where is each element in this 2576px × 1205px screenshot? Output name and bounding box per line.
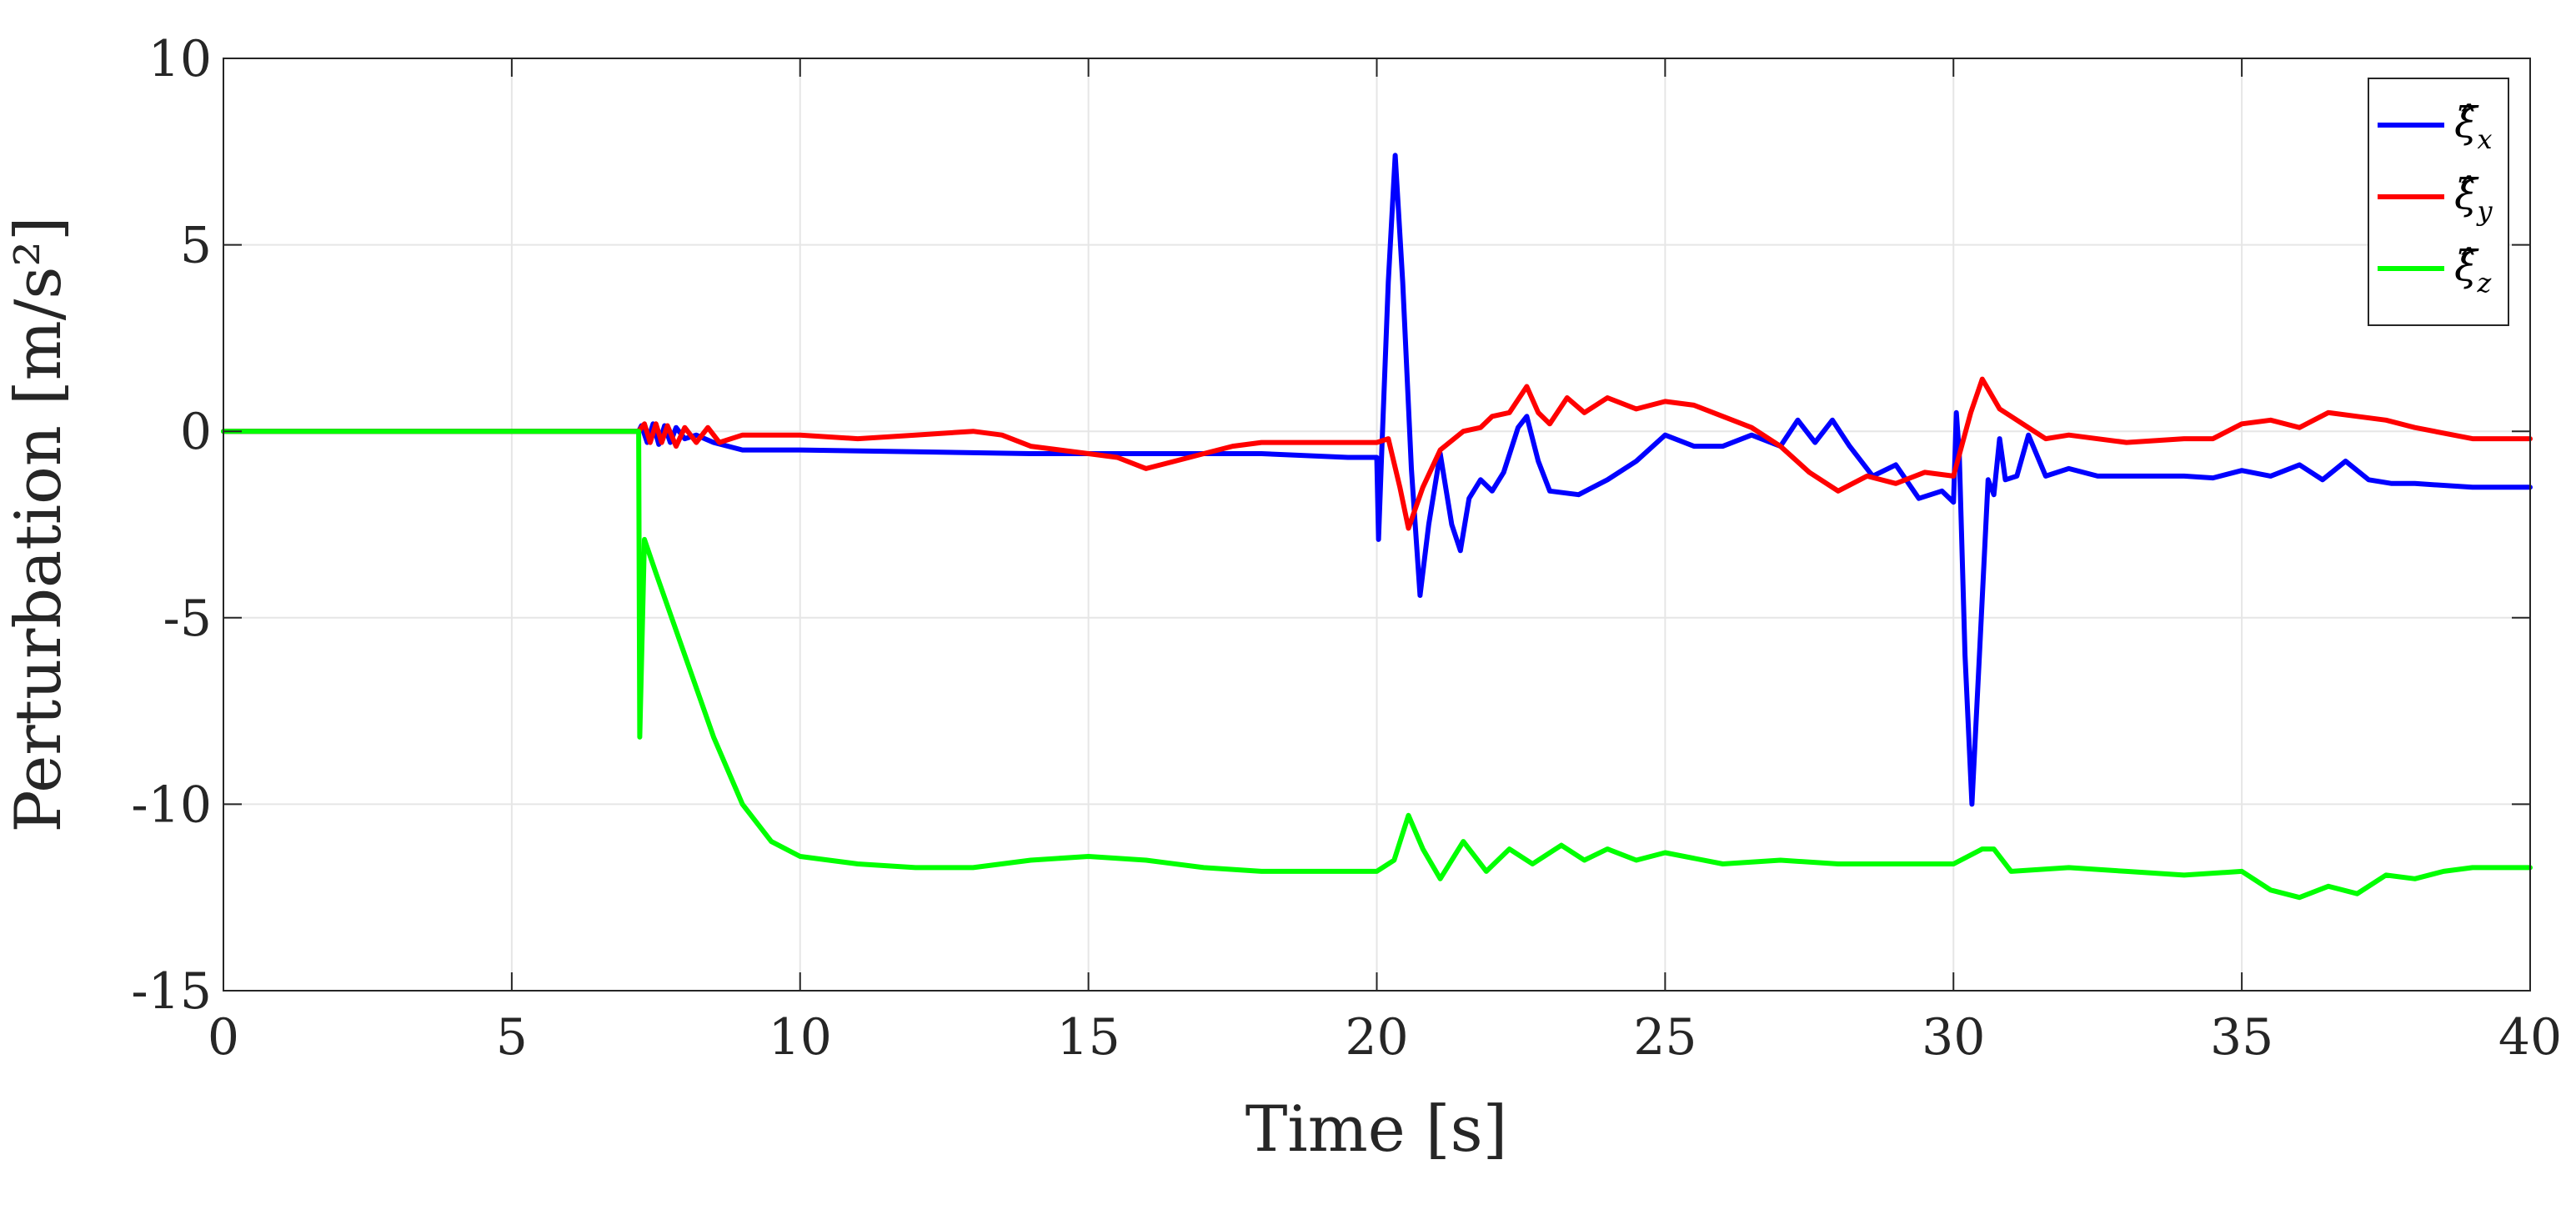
series-line-z bbox=[221, 429, 2533, 901]
y-tick-label: 10 bbox=[148, 30, 212, 88]
series-line-y bbox=[221, 376, 2533, 531]
y-tick-label: -10 bbox=[131, 776, 212, 834]
x-tick-label: 25 bbox=[1633, 1008, 1696, 1067]
x-tick-label: 20 bbox=[1345, 1008, 1408, 1067]
x-tick-label: 5 bbox=[496, 1008, 528, 1067]
x-tick-label: 40 bbox=[2498, 1008, 2562, 1067]
legend: ξ̂x ξ̂y ξ̂z bbox=[2368, 78, 2509, 326]
x-tick-label: 0 bbox=[208, 1008, 239, 1067]
y-tick-labels: -15 -10 -5 0 5 10 bbox=[131, 30, 212, 1021]
series-lines bbox=[221, 153, 2533, 901]
legend-items: ξ̂x ξ̂y ξ̂z bbox=[2378, 98, 2493, 299]
x-axis-label: Time [s] bbox=[1245, 1092, 1508, 1166]
legend-label-y: ξ̂y bbox=[2454, 170, 2493, 227]
y-tick-label: 5 bbox=[180, 217, 212, 275]
legend-label-z: ξ̂z bbox=[2454, 242, 2493, 299]
x-tick-labels: 0 5 10 15 20 25 30 35 40 bbox=[208, 1008, 2562, 1067]
legend-box bbox=[2368, 78, 2509, 326]
x-tick-label: 15 bbox=[1056, 1008, 1120, 1067]
y-tick-label: -15 bbox=[131, 962, 212, 1021]
x-tick-label: 35 bbox=[2210, 1008, 2273, 1067]
x-tick-label: 10 bbox=[769, 1008, 832, 1067]
y-axis-label: Perturbation [m/s²] bbox=[1, 217, 75, 833]
y-tick-label: -5 bbox=[163, 590, 212, 648]
x-tick-label: 30 bbox=[1922, 1008, 1985, 1067]
series-line-x bbox=[221, 153, 2533, 807]
y-tick-label: 0 bbox=[180, 403, 212, 461]
axes bbox=[223, 58, 2531, 992]
legend-label-x: ξ̂x bbox=[2454, 98, 2493, 155]
